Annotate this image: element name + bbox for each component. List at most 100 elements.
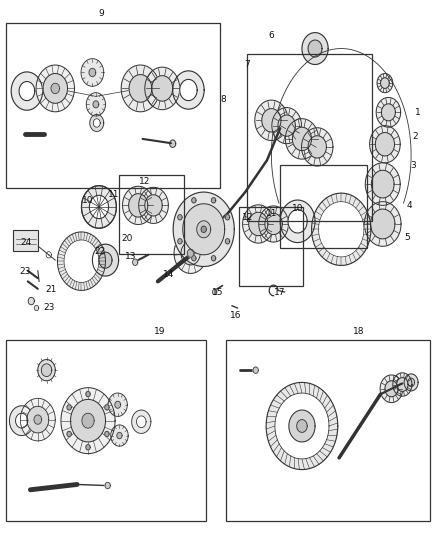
Polygon shape bbox=[36, 65, 74, 112]
Text: 4: 4 bbox=[406, 201, 412, 210]
Polygon shape bbox=[123, 186, 154, 224]
Text: 17: 17 bbox=[273, 287, 285, 296]
Polygon shape bbox=[187, 249, 194, 257]
Polygon shape bbox=[81, 185, 117, 228]
Polygon shape bbox=[192, 256, 196, 261]
Polygon shape bbox=[408, 378, 415, 386]
Polygon shape bbox=[105, 431, 109, 437]
Polygon shape bbox=[86, 445, 90, 450]
Polygon shape bbox=[170, 140, 176, 148]
Text: 10: 10 bbox=[292, 204, 304, 213]
Polygon shape bbox=[173, 71, 204, 109]
Text: 24: 24 bbox=[21, 238, 32, 247]
Text: 1: 1 bbox=[415, 108, 420, 117]
Polygon shape bbox=[183, 204, 225, 255]
Polygon shape bbox=[111, 425, 128, 446]
Text: 22: 22 bbox=[95, 247, 106, 256]
Polygon shape bbox=[20, 398, 55, 441]
Text: 8: 8 bbox=[220, 94, 226, 103]
Text: 7: 7 bbox=[244, 60, 250, 69]
Polygon shape bbox=[19, 82, 35, 101]
Bar bbox=[120, 175, 184, 254]
Polygon shape bbox=[302, 33, 328, 64]
Polygon shape bbox=[262, 109, 281, 132]
Text: 12: 12 bbox=[139, 177, 151, 186]
Polygon shape bbox=[178, 215, 182, 220]
Text: 11: 11 bbox=[265, 209, 277, 218]
Polygon shape bbox=[145, 67, 180, 110]
Polygon shape bbox=[133, 259, 138, 265]
Text: 18: 18 bbox=[353, 327, 364, 336]
Polygon shape bbox=[318, 201, 364, 257]
Polygon shape bbox=[132, 410, 151, 433]
Bar bbox=[6, 23, 220, 188]
Polygon shape bbox=[86, 391, 90, 397]
Polygon shape bbox=[61, 387, 115, 454]
Polygon shape bbox=[365, 163, 400, 205]
Polygon shape bbox=[249, 212, 268, 236]
Polygon shape bbox=[364, 201, 401, 246]
Polygon shape bbox=[105, 405, 109, 410]
Polygon shape bbox=[201, 226, 206, 232]
Polygon shape bbox=[381, 78, 389, 88]
Polygon shape bbox=[64, 240, 99, 282]
Polygon shape bbox=[297, 419, 307, 432]
Polygon shape bbox=[192, 198, 196, 203]
Polygon shape bbox=[117, 432, 122, 439]
Bar bbox=[226, 340, 430, 521]
Polygon shape bbox=[212, 256, 216, 261]
Polygon shape bbox=[212, 289, 217, 295]
Polygon shape bbox=[57, 232, 106, 290]
Polygon shape bbox=[180, 79, 197, 101]
Polygon shape bbox=[370, 126, 400, 163]
Polygon shape bbox=[81, 59, 104, 86]
Polygon shape bbox=[27, 406, 49, 433]
Polygon shape bbox=[93, 101, 99, 108]
Polygon shape bbox=[380, 375, 403, 402]
Polygon shape bbox=[178, 239, 182, 244]
Polygon shape bbox=[51, 83, 60, 94]
Text: 19: 19 bbox=[154, 327, 166, 336]
Polygon shape bbox=[105, 482, 110, 489]
Polygon shape bbox=[292, 127, 311, 151]
Text: 11: 11 bbox=[108, 190, 119, 199]
Polygon shape bbox=[11, 72, 42, 110]
Polygon shape bbox=[10, 406, 34, 435]
Polygon shape bbox=[377, 74, 393, 93]
Text: 16: 16 bbox=[230, 311, 241, 320]
Text: 2: 2 bbox=[413, 132, 418, 141]
Polygon shape bbox=[15, 413, 28, 428]
Polygon shape bbox=[34, 415, 42, 424]
Bar bbox=[239, 207, 303, 286]
Polygon shape bbox=[152, 76, 173, 101]
Polygon shape bbox=[67, 405, 71, 410]
Polygon shape bbox=[89, 195, 109, 219]
Polygon shape bbox=[137, 416, 146, 427]
Polygon shape bbox=[272, 108, 301, 144]
Polygon shape bbox=[225, 239, 230, 244]
Text: 3: 3 bbox=[410, 161, 416, 170]
Text: 10: 10 bbox=[82, 196, 94, 205]
Polygon shape bbox=[376, 98, 401, 127]
Polygon shape bbox=[181, 241, 200, 265]
Polygon shape bbox=[286, 119, 318, 159]
Polygon shape bbox=[265, 213, 283, 235]
Polygon shape bbox=[71, 399, 106, 442]
Polygon shape bbox=[385, 381, 398, 397]
Bar bbox=[13, 230, 38, 251]
Polygon shape bbox=[259, 206, 288, 242]
Polygon shape bbox=[280, 200, 315, 243]
Polygon shape bbox=[308, 40, 322, 57]
Polygon shape bbox=[308, 136, 326, 158]
Polygon shape bbox=[129, 75, 152, 102]
Text: 23: 23 bbox=[43, 303, 54, 312]
Text: 21: 21 bbox=[45, 285, 57, 294]
Polygon shape bbox=[253, 367, 258, 373]
Polygon shape bbox=[381, 104, 396, 121]
Polygon shape bbox=[371, 170, 394, 198]
Text: 12: 12 bbox=[242, 213, 253, 222]
Polygon shape bbox=[311, 193, 371, 265]
Polygon shape bbox=[278, 115, 295, 136]
Polygon shape bbox=[41, 364, 52, 376]
Polygon shape bbox=[145, 195, 162, 216]
